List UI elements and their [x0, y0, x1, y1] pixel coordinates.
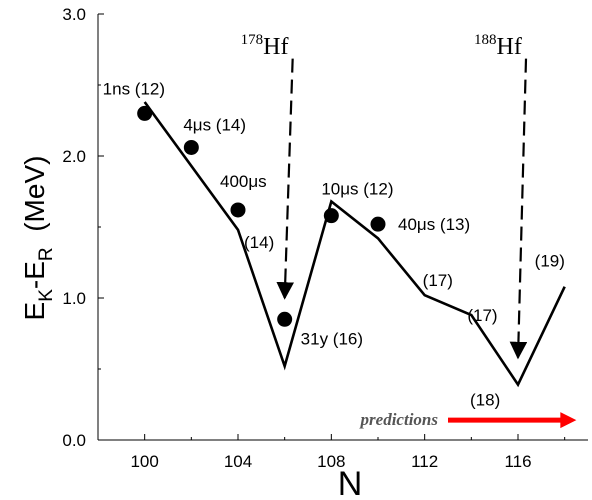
data-layer [137, 101, 566, 388]
y-axis-title: EK-ER (MeV) [19, 156, 57, 321]
data-annotation: 1ns (12) [103, 79, 165, 98]
measured-point [230, 202, 246, 218]
measured-point [183, 139, 199, 155]
x-tick-label: 112 [411, 452, 438, 471]
y-axis-title-part: (MeV) [19, 156, 50, 248]
predictions-arrow-head [560, 412, 577, 429]
data-annotation: 400μs [220, 172, 267, 191]
isotope-label: 188Hf [474, 32, 522, 60]
data-annotation: (14) [244, 233, 274, 252]
data-annotation: 31y (16) [301, 329, 363, 348]
x-axis-title: N [338, 465, 363, 500]
isotope-mass-number: 188 [474, 32, 497, 48]
data-annotation: (18) [470, 391, 500, 410]
predictions-label: predictions [359, 410, 439, 429]
calculated-line [143, 101, 566, 388]
x-tick-label: 104 [224, 452, 252, 471]
isotope-element: Hf [497, 34, 522, 60]
data-annotation: (19) [535, 252, 565, 271]
isotope-arrow [509, 58, 528, 360]
data-annotation: 4μs (14) [183, 115, 246, 134]
measured-point [370, 216, 386, 232]
data-annotation: 40μs (13) [398, 215, 470, 234]
isotope-label: 178Hf [241, 32, 289, 60]
measured-point [137, 105, 153, 121]
isotope-mass-number: 178 [241, 32, 264, 48]
isotope-element: Hf [263, 34, 288, 60]
y-axis-title-subscript: K [36, 289, 57, 302]
x-tick-label: 108 [317, 452, 345, 471]
plot-axes: 0.0 1.0 2.0 3.0 100 104 108 112 116 N EK-ER (MeV) [19, 5, 588, 500]
y-axis-title-part: E [19, 302, 50, 321]
data-annotation: (17) [423, 271, 453, 290]
y-tick-label: 1.0 [62, 289, 86, 308]
isotope-arrow [276, 58, 294, 300]
measured-point [323, 208, 339, 224]
y-axis-title-part: -E [19, 261, 50, 289]
data-annotation: (17) [467, 306, 497, 325]
x-tick-label: 100 [130, 452, 158, 471]
y-axis-title-subscript: R [36, 247, 57, 261]
y-tick-label: 3.0 [62, 5, 86, 24]
annotation-layer: 1ns (12) 4μs (14) 400μs (14) 31y (16) 10μs (1… [103, 32, 577, 429]
y-tick-label: 2.0 [62, 147, 86, 166]
data-annotation: 10μs (12) [321, 180, 393, 199]
x-tick-label: 116 [504, 452, 531, 471]
y-tick-label: 0.0 [62, 431, 86, 450]
measured-point [277, 311, 293, 327]
